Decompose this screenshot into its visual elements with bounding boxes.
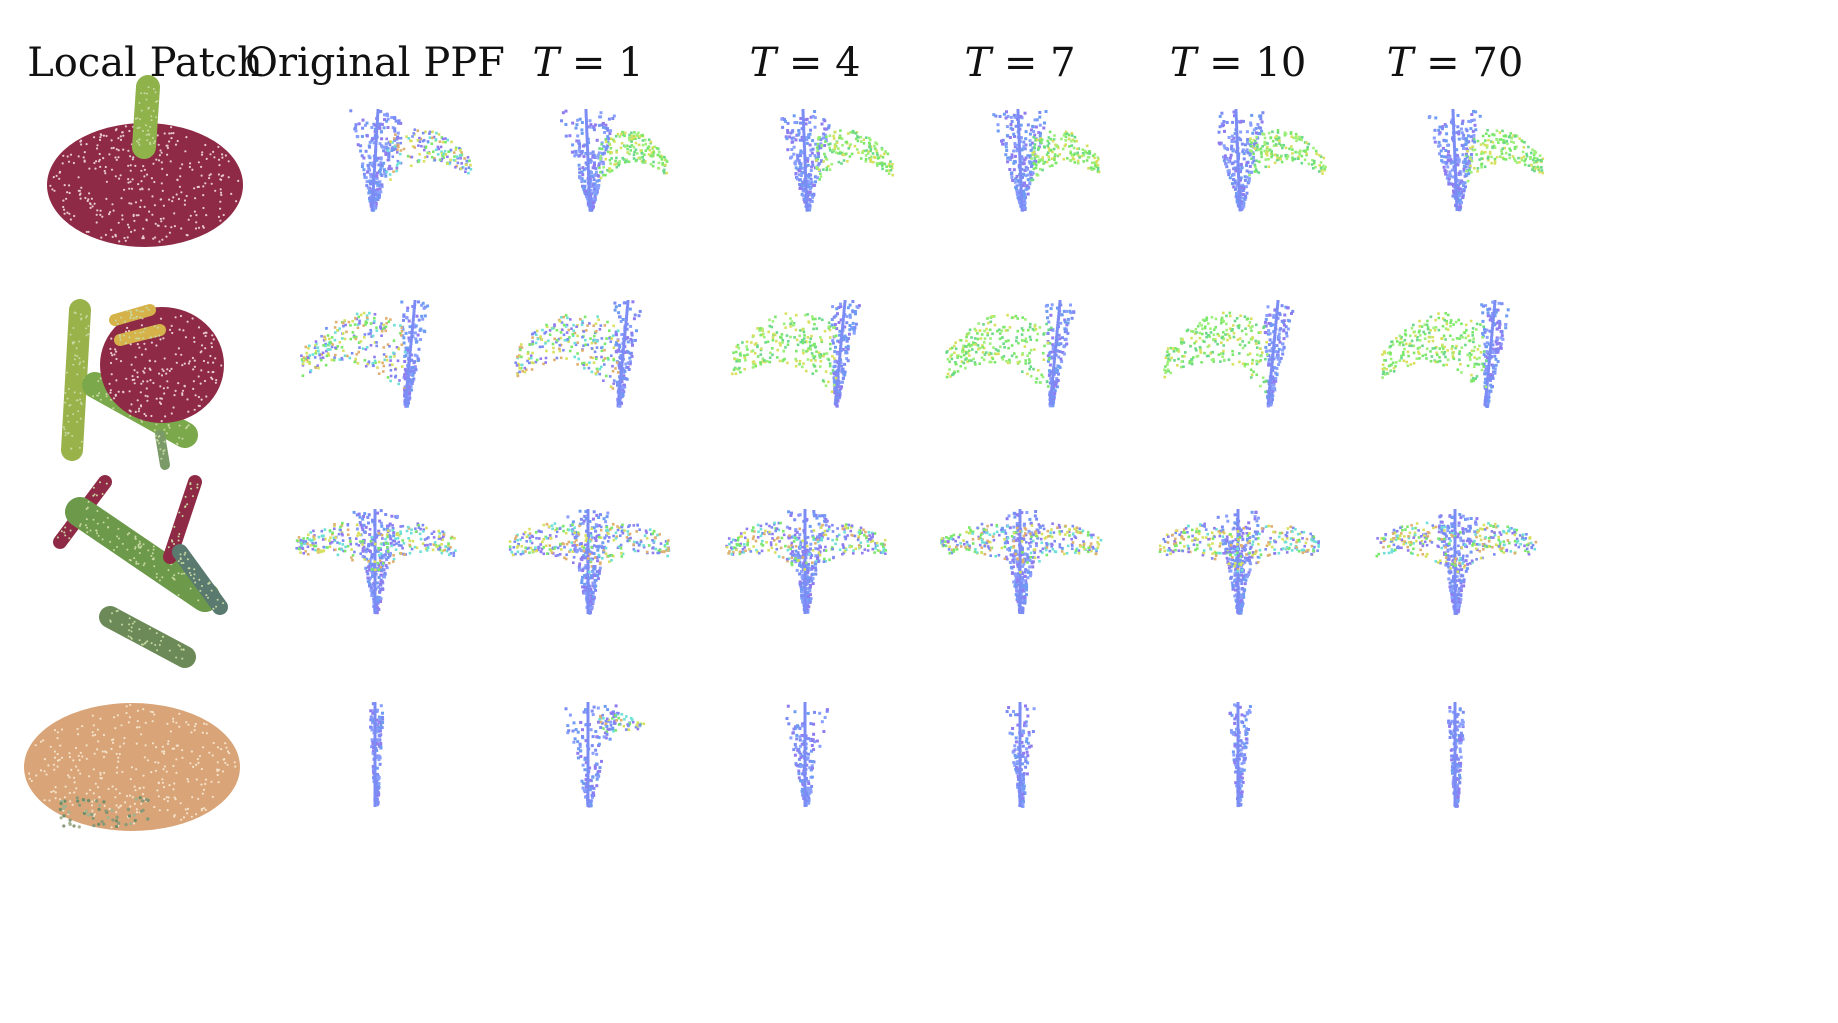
row-4-t4-ppf-image-svg	[785, 702, 829, 807]
row-1-t70-ppf-image-svg	[1427, 109, 1545, 212]
row-1-t4-ppf-image	[680, 67, 930, 277]
header-t1: T = 1	[532, 38, 643, 88]
row-4-t7-ppf-image	[895, 657, 1145, 867]
row-3-local-patch-image	[20, 467, 270, 677]
row-2-t1-ppf-image	[463, 265, 713, 475]
row-1-t4-ppf-image-svg	[780, 109, 894, 212]
row-2-t10-ppf-image	[1113, 265, 1363, 475]
row-4-t7-ppf-image-svg	[1005, 702, 1036, 808]
header-original-ppf: Original PPF	[245, 40, 505, 86]
row-4-t70-ppf-image	[1330, 657, 1580, 867]
row-3-t70-ppf-image-svg	[1375, 509, 1538, 615]
header-t70: T = 70	[1387, 38, 1524, 88]
row-4-t1-ppf-image	[463, 657, 713, 867]
row-2-t4-ppf-image	[680, 265, 930, 475]
row-2-original-ppf-ppf-image-svg	[300, 300, 430, 408]
row-1-t70-ppf-image	[1330, 67, 1580, 277]
row-2-t7-ppf-image	[895, 265, 1145, 475]
row-2-original-ppf-ppf-image	[250, 265, 500, 475]
row-4-local-patch-image-svg	[24, 703, 240, 831]
row-2-local-patch-image-svg	[61, 299, 224, 470]
row-3-original-ppf-ppf-image	[250, 467, 500, 677]
header-t7: T = 7	[964, 38, 1075, 88]
row-4-original-ppf-ppf-image-svg	[369, 702, 385, 807]
row-3-t4-ppf-image	[680, 467, 930, 677]
row-3-t1-ppf-image-svg	[508, 509, 671, 615]
row-1-local-patch-image-svg	[47, 75, 243, 247]
header-t7-value: = 7	[991, 40, 1076, 86]
row-4-local-patch-image	[20, 657, 270, 867]
row-1-local-patch-image	[20, 67, 270, 277]
row-3-t7-ppf-image	[895, 467, 1145, 677]
row-3-original-ppf-ppf-image-svg	[295, 509, 457, 615]
header-t1-value: = 1	[559, 40, 644, 86]
row-2-t70-ppf-image	[1330, 265, 1580, 475]
header-t4-value: = 4	[776, 40, 861, 86]
row-3-local-patch-image-svg	[53, 475, 228, 668]
row-2-t7-ppf-image-svg	[945, 300, 1076, 408]
row-4-t10-ppf-image-svg	[1228, 702, 1252, 808]
row-3-t10-ppf-image	[1113, 467, 1363, 677]
row-3-t70-ppf-image	[1330, 467, 1580, 677]
row-1-t10-ppf-image	[1113, 67, 1363, 277]
header-t4: T = 4	[749, 38, 860, 88]
row-1-t1-ppf-image	[463, 67, 713, 277]
header-t7-var: T	[964, 40, 992, 86]
row-1-t7-ppf-image	[895, 67, 1145, 277]
row-3-t10-ppf-image-svg	[1158, 509, 1320, 615]
row-3-t4-ppf-image-svg	[725, 509, 888, 614]
row-4-t70-ppf-image-svg	[1447, 702, 1465, 808]
row-2-t70-ppf-image-svg	[1381, 300, 1510, 408]
row-1-t7-ppf-image-svg	[992, 109, 1101, 212]
row-1-original-ppf-ppf-image-svg	[349, 109, 473, 212]
header-t70-value: = 70	[1413, 40, 1524, 86]
row-3-t7-ppf-image-svg	[940, 509, 1103, 615]
row-1-t1-ppf-image-svg	[560, 109, 669, 212]
row-1-original-ppf-ppf-image	[250, 67, 500, 277]
row-4-original-ppf-ppf-image	[250, 657, 500, 867]
header-t10-var: T	[1169, 40, 1197, 86]
row-1-t10-ppf-image-svg	[1217, 109, 1327, 212]
row-4-t10-ppf-image	[1113, 657, 1363, 867]
header-t10-value: = 10	[1196, 40, 1307, 86]
header-t10: T = 10	[1170, 38, 1307, 88]
row-4-t1-ppf-image-svg	[564, 702, 646, 808]
row-2-local-patch-image	[20, 265, 270, 475]
row-4-t4-ppf-image	[680, 657, 930, 867]
header-t4-var: T	[749, 40, 777, 86]
row-2-t10-ppf-image-svg	[1163, 300, 1295, 408]
row-3-t1-ppf-image	[463, 467, 713, 677]
header-t70-var: T	[1386, 40, 1414, 86]
header-t1-var: T	[532, 40, 560, 86]
row-2-t4-ppf-image-svg	[731, 300, 861, 408]
row-2-t1-ppf-image-svg	[514, 300, 642, 408]
